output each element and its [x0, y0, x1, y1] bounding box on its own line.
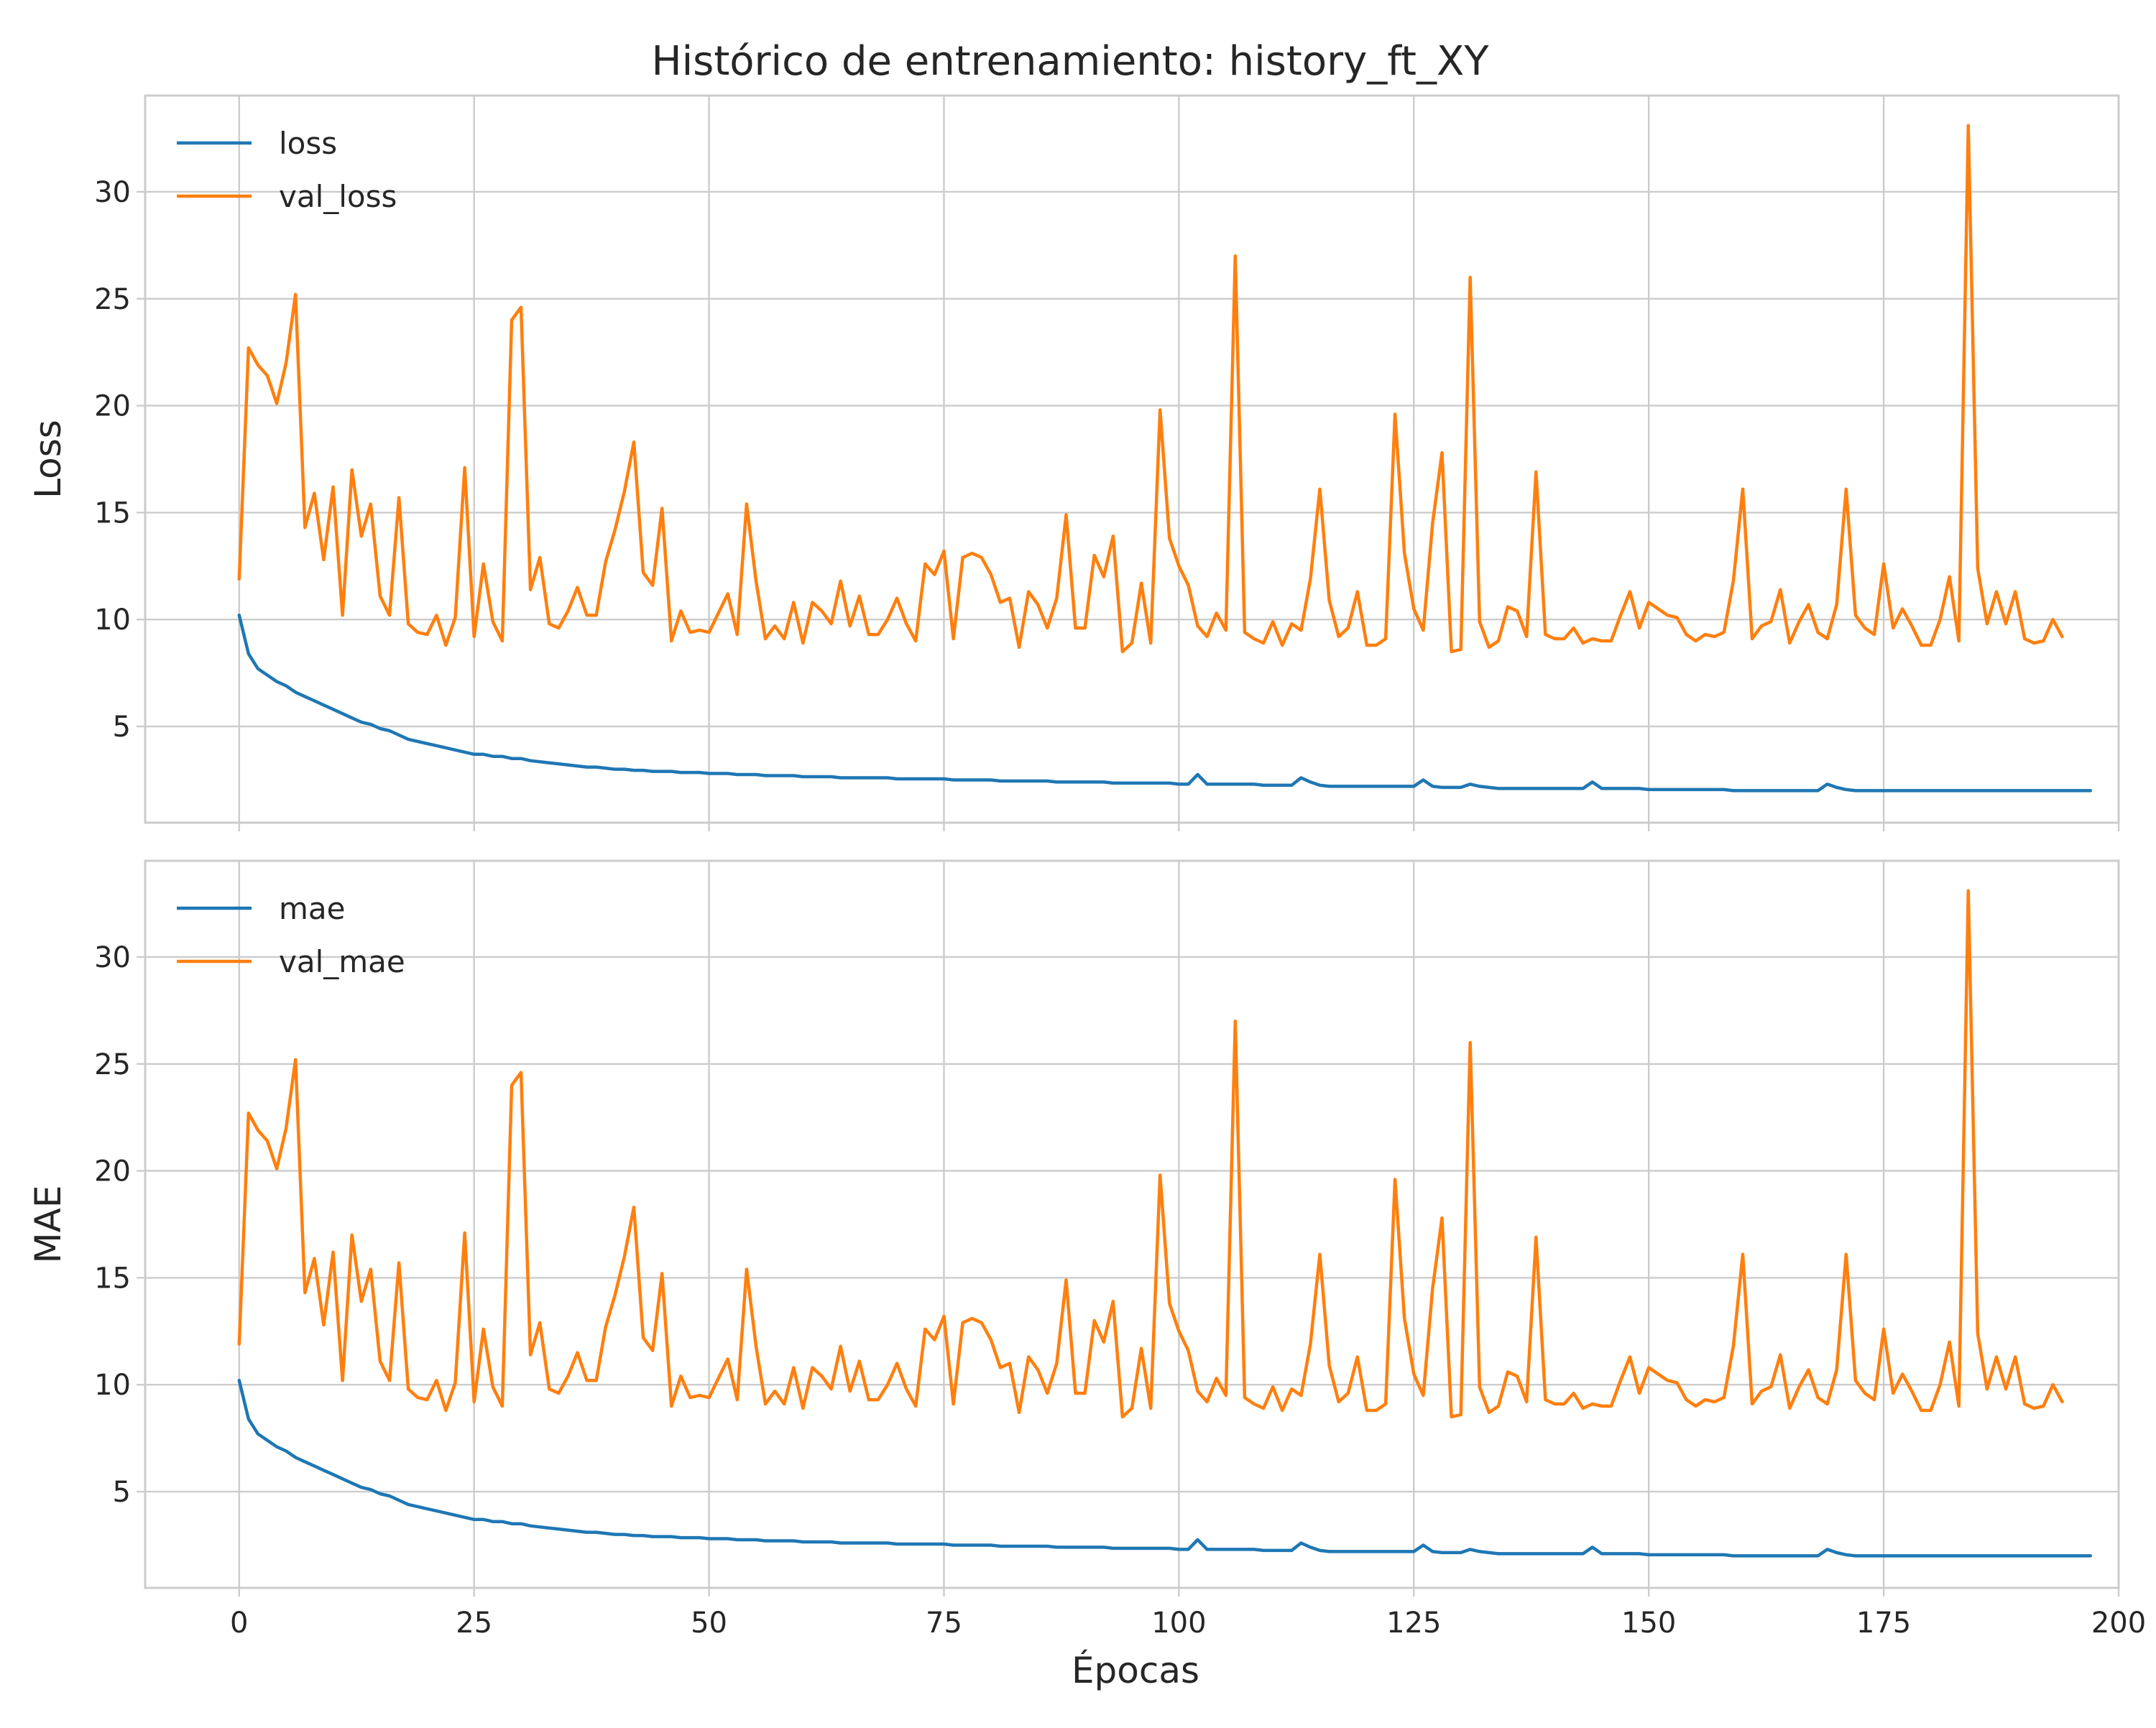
x-tick-label: 75: [926, 1607, 962, 1640]
x-tick-label: 0: [230, 1607, 248, 1640]
axes-frame: [144, 94, 2120, 824]
legend-label-loss: loss: [279, 126, 337, 161]
y-tick-label: 30: [94, 176, 131, 209]
y-tick-label: 10: [94, 604, 131, 637]
figure-title: Histórico de entrenamiento: history_ft_X…: [651, 38, 1489, 85]
axes-frame: [144, 859, 2120, 1589]
x-tick-label: 50: [691, 1607, 727, 1640]
loss-panel: 5 10 15 20 25 30 Loss loss val_loss: [27, 94, 2120, 831]
mae-panel: 0 25 50 75 100 125 150 175 200 5 10 15 20 25 30 MAE mae v…: [27, 859, 2146, 1640]
x-tick-label: 25: [456, 1607, 492, 1640]
legend-label-val_loss: val_loss: [279, 179, 397, 214]
y-tick-label: 20: [94, 390, 131, 423]
legend-label-val_mae: val_mae: [279, 944, 405, 979]
y-tick-label: 5: [113, 711, 131, 744]
x-axis-label: Épocas: [1072, 1649, 1199, 1691]
y-tick-label: 15: [94, 1262, 131, 1295]
series-line-loss: [237, 614, 2093, 793]
y-tick-label: 25: [94, 1048, 131, 1081]
x-tick-label: 200: [2091, 1607, 2146, 1640]
legend-label-mae: mae: [279, 891, 346, 926]
x-tick-label: 100: [1151, 1607, 1206, 1640]
y-tick-label: 15: [94, 496, 131, 530]
series-line-mae: [237, 1379, 2093, 1558]
y-axis-label: MAE: [27, 1186, 69, 1264]
series-line-val_mae: [237, 889, 2064, 1419]
y-tick-label: 10: [94, 1369, 131, 1402]
x-tick-label: 125: [1386, 1607, 1441, 1640]
y-tick-label: 5: [113, 1476, 131, 1509]
x-tick-label: 150: [1621, 1607, 1676, 1640]
y-axis-label: Loss: [27, 420, 69, 499]
y-tick-label: 25: [94, 283, 131, 316]
y-tick-label: 20: [94, 1155, 131, 1188]
series-line-val_loss: [237, 124, 2064, 654]
y-tick-label: 30: [94, 941, 131, 974]
x-tick-label: 175: [1856, 1607, 1911, 1640]
